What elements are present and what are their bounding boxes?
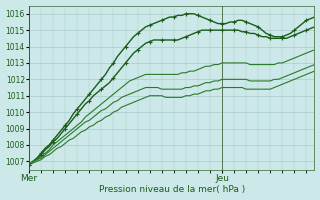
X-axis label: Pression niveau de la mer( hPa ): Pression niveau de la mer( hPa ): [99, 185, 245, 194]
